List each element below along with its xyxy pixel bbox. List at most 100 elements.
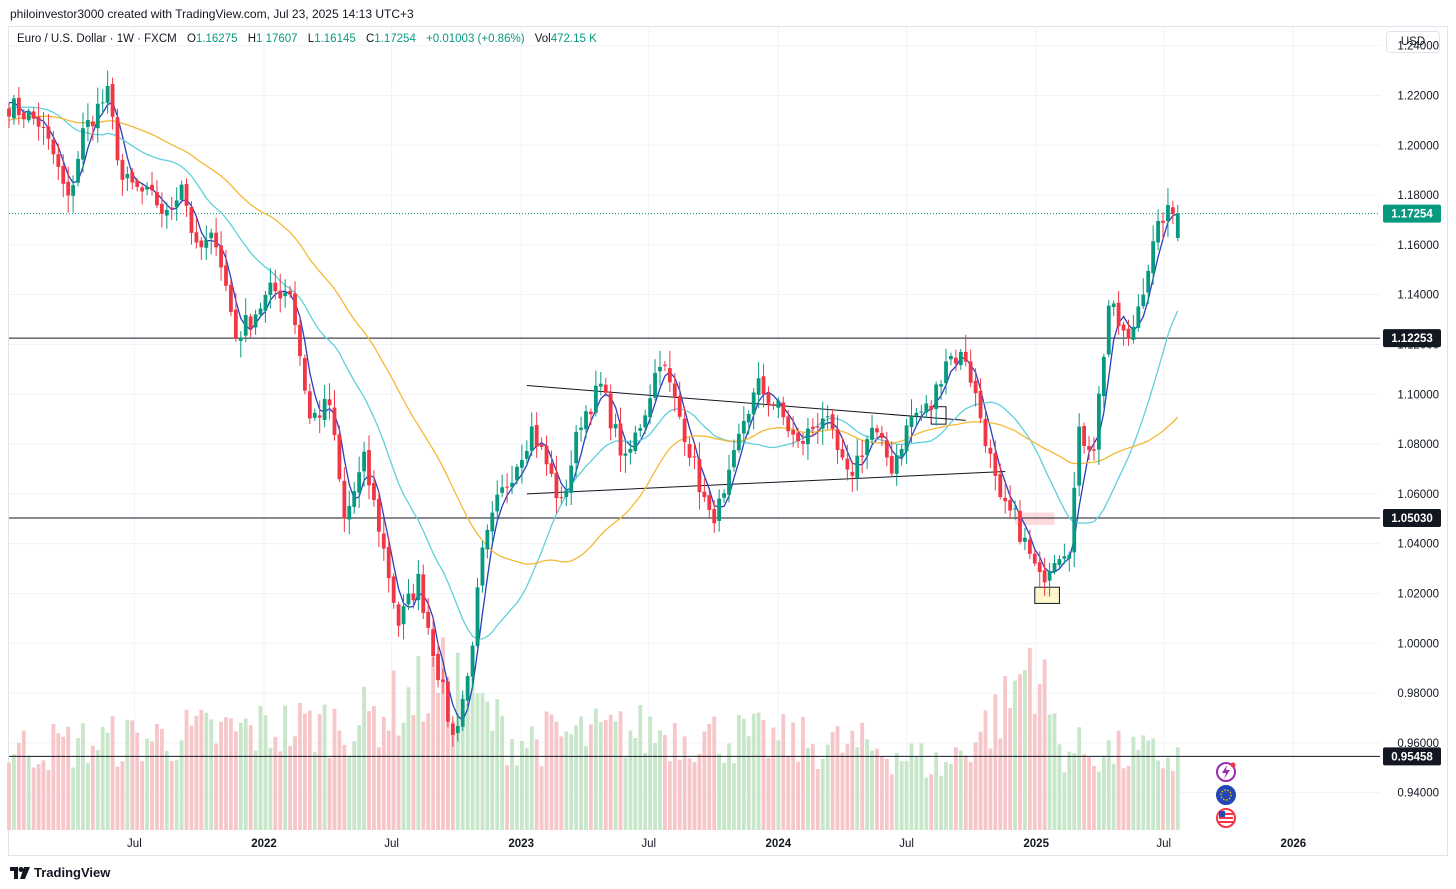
candle[interactable]: [66, 166, 71, 213]
candle[interactable]: [209, 228, 214, 255]
candle[interactable]: [909, 399, 914, 443]
candle[interactable]: [401, 594, 406, 640]
candle[interactable]: [199, 237, 204, 261]
candle[interactable]: [1047, 562, 1052, 597]
candle[interactable]: [781, 396, 786, 426]
candle[interactable]: [796, 427, 800, 448]
candle[interactable]: [436, 642, 440, 688]
candle[interactable]: [322, 384, 327, 428]
candle[interactable]: [450, 716, 455, 747]
candle[interactable]: [850, 461, 855, 493]
candle[interactable]: [56, 143, 61, 181]
candle[interactable]: [993, 440, 998, 491]
candle[interactable]: [140, 184, 145, 205]
candle[interactable]: [978, 378, 983, 423]
candle[interactable]: [1057, 555, 1062, 569]
candle[interactable]: [288, 285, 293, 299]
candle[interactable]: [1136, 294, 1141, 332]
trendline[interactable]: [526, 470, 1006, 495]
candle[interactable]: [1131, 314, 1136, 344]
candle[interactable]: [312, 408, 317, 422]
candle[interactable]: [899, 444, 904, 466]
candle[interactable]: [317, 400, 322, 434]
candle[interactable]: [475, 577, 480, 651]
candle[interactable]: [608, 384, 613, 441]
candle[interactable]: [224, 250, 228, 292]
candle[interactable]: [332, 390, 337, 441]
candle[interactable]: [465, 672, 470, 711]
candle[interactable]: [934, 381, 939, 426]
candle[interactable]: [623, 438, 628, 473]
candle[interactable]: [184, 178, 189, 217]
candle[interactable]: [682, 406, 687, 456]
candle[interactable]: [894, 444, 899, 486]
candle[interactable]: [421, 564, 426, 620]
candle[interactable]: [865, 435, 870, 469]
candle[interactable]: [786, 410, 791, 438]
candle[interactable]: [416, 560, 421, 611]
candle[interactable]: [258, 302, 263, 318]
candle[interactable]: [860, 440, 865, 474]
candle[interactable]: [1175, 204, 1180, 242]
candle[interactable]: [1008, 485, 1013, 520]
tradingview-logo[interactable]: TradingView: [10, 865, 110, 880]
candle[interactable]: [589, 408, 593, 426]
candle[interactable]: [155, 180, 159, 209]
candle[interactable]: [1141, 278, 1146, 309]
candle[interactable]: [1146, 264, 1151, 304]
candle[interactable]: [924, 395, 929, 418]
candle[interactable]: [672, 373, 677, 412]
candle[interactable]: [396, 601, 401, 637]
us-flag-icon[interactable]: [1216, 808, 1236, 828]
candle[interactable]: [579, 416, 583, 442]
candle[interactable]: [791, 416, 796, 448]
candle[interactable]: [628, 440, 633, 465]
candle[interactable]: [1151, 225, 1156, 285]
candle[interactable]: [278, 273, 283, 313]
candle[interactable]: [810, 418, 815, 437]
candle[interactable]: [100, 89, 105, 114]
candle[interactable]: [880, 425, 884, 447]
candle[interactable]: [500, 474, 505, 498]
candle[interactable]: [1018, 500, 1022, 545]
candle[interactable]: [741, 406, 746, 443]
candle[interactable]: [342, 467, 347, 532]
candle[interactable]: [825, 405, 830, 430]
candle[interactable]: [179, 180, 184, 204]
candle[interactable]: [204, 225, 209, 261]
candle[interactable]: [1013, 500, 1017, 520]
candle[interactable]: [293, 281, 297, 335]
candle[interactable]: [845, 444, 850, 481]
candle[interactable]: [1023, 527, 1027, 551]
candle[interactable]: [302, 354, 307, 395]
candle[interactable]: [189, 201, 194, 245]
candle[interactable]: [61, 154, 66, 198]
candle[interactable]: [268, 268, 273, 309]
candle[interactable]: [391, 573, 396, 609]
candle[interactable]: [884, 431, 889, 467]
candle[interactable]: [71, 175, 76, 213]
candle[interactable]: [76, 151, 80, 187]
candle[interactable]: [944, 348, 948, 395]
candle[interactable]: [164, 202, 169, 229]
candle[interactable]: [515, 463, 519, 485]
candle[interactable]: [658, 350, 662, 386]
candle[interactable]: [253, 309, 258, 335]
candle[interactable]: [613, 413, 618, 438]
candle[interactable]: [470, 641, 475, 689]
candle[interactable]: [618, 407, 623, 473]
candle[interactable]: [1042, 557, 1047, 596]
candle[interactable]: [12, 94, 16, 125]
candle[interactable]: [16, 86, 21, 125]
candle[interactable]: [36, 102, 41, 141]
candle[interactable]: [214, 217, 219, 257]
candle[interactable]: [110, 77, 115, 130]
candle[interactable]: [761, 363, 766, 408]
candle[interactable]: [229, 279, 233, 317]
candle[interactable]: [830, 409, 835, 439]
candle[interactable]: [1077, 413, 1082, 497]
candle[interactable]: [648, 384, 653, 425]
candle[interactable]: [559, 486, 564, 504]
candle[interactable]: [233, 292, 238, 343]
candle[interactable]: [1052, 554, 1057, 575]
